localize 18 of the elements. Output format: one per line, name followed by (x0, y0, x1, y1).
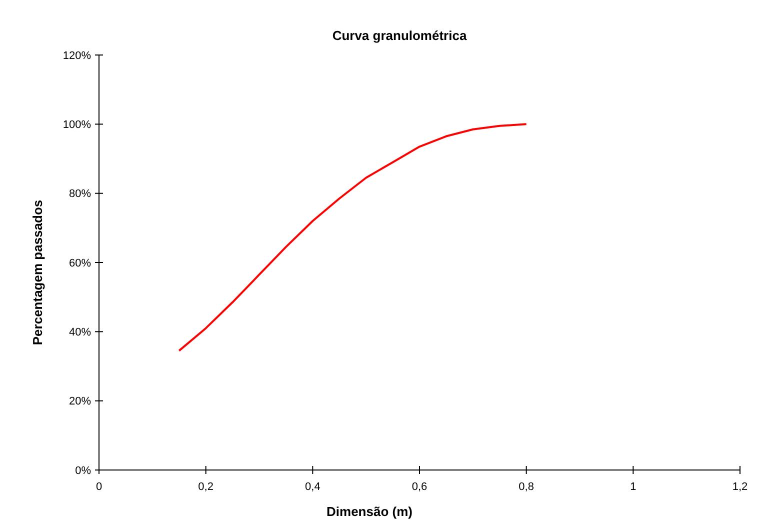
x-tick-label: 0,2 (198, 481, 214, 493)
y-tick-label: 20% (68, 396, 92, 408)
y-tick-label: 120% (62, 50, 92, 62)
line-series (178, 123, 528, 352)
y-tick-label: 100% (62, 119, 92, 132)
x-tick-label: 0 (96, 481, 102, 493)
y-tick-label: 0% (75, 464, 92, 477)
x-tick-label: 0,4 (305, 481, 320, 493)
y-tick-label: 80% (68, 188, 92, 200)
chart-title: Curva granulométrica (332, 28, 468, 43)
y-tick-label: 60% (68, 257, 92, 270)
x-tick-label: 0,6 (412, 481, 428, 493)
x-axis-title: Dimensão (m) (326, 504, 412, 519)
x-tick-label: 1,2 (732, 481, 748, 493)
y-tick-label: 40% (68, 326, 92, 339)
y-axis-title: Percentagem passados (30, 200, 45, 346)
x-tick-label: 0,8 (518, 481, 534, 493)
x-tick-label: 1 (630, 481, 636, 493)
